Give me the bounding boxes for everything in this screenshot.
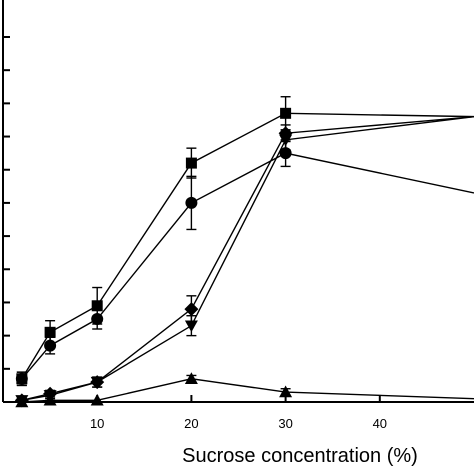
series-circle xyxy=(15,139,474,387)
series-line-triangle-down xyxy=(21,115,474,402)
x-tick-label-10: 10 xyxy=(90,416,104,431)
series-diamond xyxy=(14,115,474,408)
axes-layer xyxy=(2,0,474,403)
point-triangle-down xyxy=(184,320,198,333)
x-tick-label-40: 40 xyxy=(373,416,387,431)
series-line-triangle-up xyxy=(21,378,474,403)
x-tick-label-30: 30 xyxy=(278,416,292,431)
series-line-diamond xyxy=(21,115,474,402)
point-square xyxy=(280,107,292,119)
point-triangle-up xyxy=(279,385,293,398)
point-circle xyxy=(15,372,28,385)
x-tick-label-20: 20 xyxy=(184,416,198,431)
point-circle xyxy=(44,339,57,352)
point-square xyxy=(91,300,103,312)
point-triangle-down xyxy=(279,134,293,147)
series-triangle-down xyxy=(15,115,474,407)
point-square xyxy=(44,326,56,338)
series-square xyxy=(16,96,474,387)
point-square xyxy=(185,157,197,169)
x-axis-title: Sucrose concentration (%) xyxy=(182,445,418,467)
series-line-circle xyxy=(21,152,474,380)
point-circle xyxy=(185,196,198,209)
point-triangle-up xyxy=(184,372,198,384)
point-circle xyxy=(91,313,104,326)
series-line-square xyxy=(21,112,474,380)
point-triangle-down xyxy=(90,376,104,389)
point-diamond xyxy=(184,302,199,317)
ticks-layer: 10 20 30 40 xyxy=(3,36,387,431)
series-layer xyxy=(14,96,474,408)
